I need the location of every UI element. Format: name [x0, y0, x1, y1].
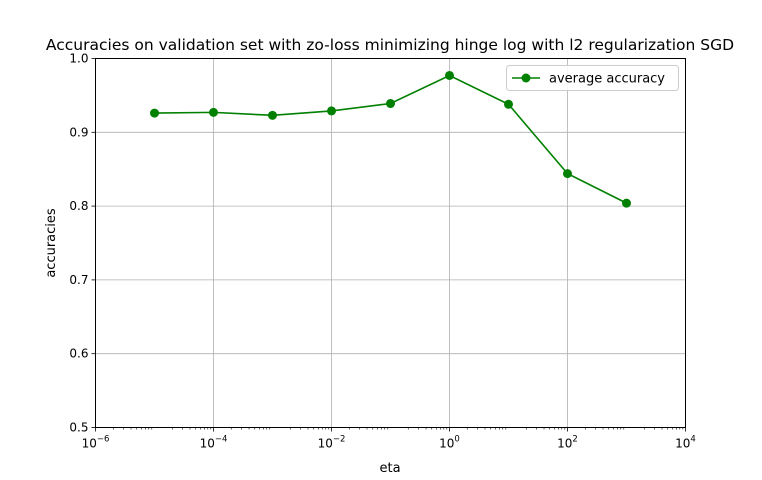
data-point [150, 108, 159, 118]
y-tick-label: 0.7 [69, 273, 88, 287]
data-point [445, 70, 454, 80]
series-layer [150, 70, 631, 208]
legend: average accuracy [506, 65, 679, 91]
data-point [209, 107, 218, 117]
grid-lines [95, 58, 686, 428]
y-tick-label: 0.6 [69, 347, 88, 361]
legend-marker-swatch [521, 73, 531, 83]
x-tick-label: 10−6 [82, 435, 110, 451]
data-point [386, 99, 395, 109]
x-tick-label: 10−2 [318, 435, 346, 451]
x-tick-label: 10−4 [200, 435, 228, 451]
legend-label: average accuracy [549, 72, 665, 87]
data-point [563, 169, 572, 179]
data-point [327, 106, 336, 116]
x-tick-label: 100 [439, 435, 460, 451]
series-line [154, 74, 627, 204]
y-axis-label: accuracies [44, 208, 59, 278]
chart-title: Accuracies on validation set with zo-los… [46, 36, 734, 54]
axis-ticks: 10−6 10−4 10−2 100 102 104 0.5 0.6 0.7 0.8 0.9 1.0 [69, 52, 695, 451]
y-tick-label: 1.0 [69, 52, 88, 66]
x-axis-label: eta [379, 461, 400, 476]
plot-frame [95, 58, 686, 428]
data-point [504, 99, 513, 109]
y-tick-label: 0.9 [69, 125, 88, 139]
x-tick-label: 104 [675, 435, 696, 451]
x-tick-label: 102 [557, 435, 578, 451]
data-point [622, 198, 631, 208]
data-point [268, 110, 277, 120]
y-tick-label: 0.5 [69, 421, 88, 435]
y-tick-label: 0.8 [69, 199, 88, 213]
legend-box [506, 65, 679, 91]
